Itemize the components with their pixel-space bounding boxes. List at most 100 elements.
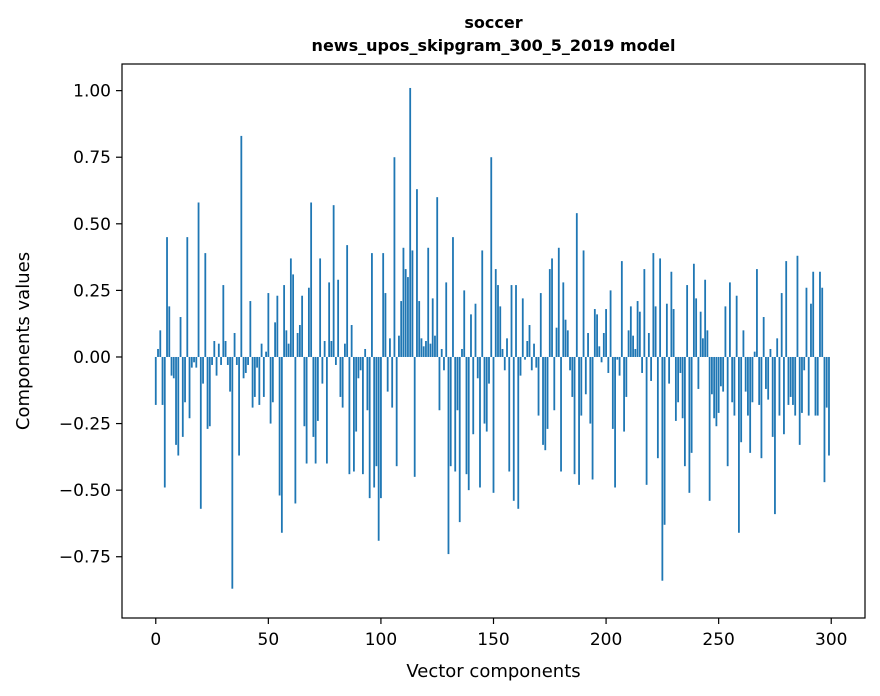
bar-95 (368, 356, 371, 499)
bar-220 (650, 356, 653, 381)
bar-83 (341, 356, 344, 408)
bar-3 (161, 356, 164, 405)
bar-107 (395, 356, 398, 467)
bar-70 (312, 356, 315, 437)
bar-190 (582, 250, 585, 357)
bar-236 (686, 285, 689, 357)
bar-21 (202, 356, 204, 384)
bar-210 (627, 330, 630, 357)
bar-215 (638, 311, 641, 357)
bar-225 (661, 356, 664, 581)
bar-138 (465, 356, 468, 475)
bar-72 (316, 356, 319, 421)
bar-281 (787, 356, 790, 405)
bar-295 (819, 271, 821, 357)
bars-layer (154, 87, 830, 589)
bar-17 (193, 356, 195, 363)
bar-158 (510, 285, 513, 357)
bar-57 (283, 285, 286, 357)
bar-251 (720, 356, 722, 387)
bar-291 (810, 303, 812, 357)
bar-228 (668, 356, 671, 384)
bar-213 (634, 348, 637, 357)
bar-181 (562, 282, 565, 357)
x-tick-label: 100 (365, 630, 397, 650)
bar-264 (749, 356, 752, 453)
bar-180 (560, 356, 562, 472)
bar-53 (274, 322, 276, 357)
bar-119 (422, 346, 425, 357)
bar-27 (215, 356, 218, 376)
bar-170 (537, 356, 540, 416)
bar-254 (726, 356, 729, 467)
bar-51 (269, 356, 272, 424)
bar-200 (605, 309, 607, 357)
bar-108 (398, 335, 400, 357)
bar-258 (735, 295, 738, 357)
y-tick-label: −0.25 (59, 415, 111, 435)
bar-86 (348, 356, 351, 475)
bar-199 (602, 333, 605, 357)
bar-182 (564, 319, 567, 357)
bar-97 (373, 356, 376, 488)
bar-179 (557, 247, 560, 357)
bar-147 (485, 356, 488, 432)
bar-239 (692, 263, 695, 357)
bar-133 (454, 356, 457, 472)
plot-frame (121, 63, 866, 619)
bar-26 (213, 341, 216, 357)
bar-59 (287, 343, 290, 357)
bar-45 (256, 356, 258, 368)
bar-44 (253, 356, 256, 397)
bar-142 (474, 303, 477, 357)
bar-231 (674, 356, 677, 421)
bar-2 (159, 330, 162, 357)
bar-289 (805, 287, 808, 357)
y-axis-ticks: −0.75 −0.50 −0.25 0.00 0.25 0.50 0.75 1.00 (59, 82, 122, 568)
bar-146 (483, 356, 486, 424)
bar-105 (391, 356, 394, 408)
bar-206 (618, 356, 621, 376)
bar-60 (289, 258, 292, 357)
bar-243 (701, 338, 704, 357)
bar-253 (724, 306, 727, 357)
x-tick-label: 200 (590, 630, 622, 650)
bar-14 (186, 237, 189, 357)
bar-267 (756, 269, 758, 357)
bar-54 (276, 295, 279, 357)
y-tick-label: 0.00 (73, 348, 111, 368)
bar-205 (616, 356, 619, 360)
bar-9 (175, 356, 177, 445)
bar-167 (530, 356, 533, 371)
bar-49 (265, 351, 267, 357)
bar-77 (328, 282, 331, 357)
bar-204 (614, 356, 616, 488)
bar-248 (713, 356, 716, 419)
bar-42 (249, 301, 252, 357)
bar-290 (807, 356, 810, 416)
bar-285 (796, 255, 799, 357)
x-tick-label: 150 (477, 630, 509, 650)
bar-74 (321, 356, 324, 384)
bar-196 (596, 314, 598, 357)
bar-214 (636, 301, 639, 357)
bar-15 (188, 356, 191, 419)
bar-38 (240, 135, 243, 357)
bar-116 (416, 189, 418, 357)
bar-237 (688, 356, 691, 493)
bar-287 (801, 356, 803, 413)
bar-192 (587, 333, 589, 357)
bar-229 (670, 271, 673, 357)
bar-260 (740, 356, 743, 443)
bar-191 (584, 356, 587, 395)
bar-241 (697, 356, 700, 389)
bar-278 (780, 293, 783, 357)
bar-81 (337, 279, 340, 357)
bar-189 (580, 356, 583, 416)
bar-122 (429, 343, 432, 357)
bar-136 (461, 348, 463, 357)
bar-78 (330, 341, 333, 357)
bar-252 (722, 356, 725, 392)
chart-subtitle: news_upos_skipgram_300_5_2019 model (311, 36, 676, 55)
